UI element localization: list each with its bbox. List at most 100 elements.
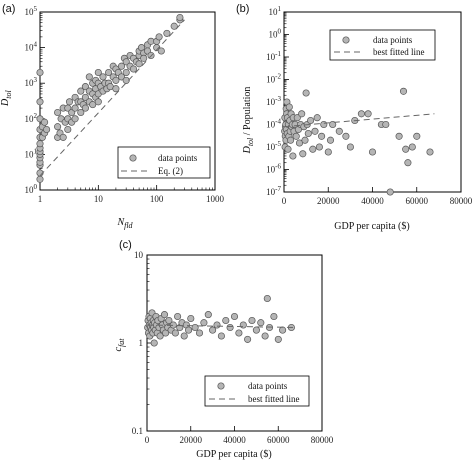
y-tick-label: 10-5 [266,140,281,152]
panel-c-fit-line [146,324,296,328]
data-point [301,136,309,144]
panel-a-legend: data points Eq. (2) [117,146,211,179]
data-point [404,159,412,167]
panel-b-ylabel-main: D [242,145,253,154]
data-point [346,143,354,151]
panel-c-legend-marker [217,382,225,390]
data-point [94,98,102,106]
data-point [335,127,343,135]
data-point [185,326,193,334]
data-point [122,58,130,66]
data-point [171,329,179,337]
data-point [287,136,295,144]
panel-c-legend: data points best fitted line [204,375,310,407]
panel-a-label: (a) [2,3,15,15]
panel-a-xlabel: Nfld [116,217,133,230]
data-point [195,329,204,337]
data-point [239,321,247,329]
panel-b-legend: data points best fitted line [329,29,436,61]
panel-c: (c) 0.1 1 10 0 20000 40000 60000 80000 cfat GD… [113,239,334,460]
data-point [295,139,304,147]
panel-b-label: (b) [236,3,249,15]
data-point [71,104,79,112]
y-tick-label: 105 [25,5,38,17]
x-tick-label: 20000 [180,435,203,445]
x-tick-label: 60000 [267,435,290,445]
panel-b-points [281,87,434,196]
y-tick-label: 10-6 [266,163,281,175]
y-tick-label: 101 [269,5,282,17]
data-point [326,136,335,144]
panel-a-legend-box [117,146,211,179]
x-tick-label: 1 [38,194,43,204]
data-point [200,319,208,327]
data-point [36,175,44,183]
data-point [187,314,195,323]
data-point [170,22,178,30]
data-point [252,326,260,334]
panel-b-ylabel-rest: / Population [242,87,253,138]
panel-b-legend-marker [342,36,350,44]
data-point [299,150,307,158]
data-point [386,188,394,196]
data-point [309,145,317,153]
data-point [357,110,365,118]
data-point [364,110,372,118]
panel-a-xlabel-sub: fld [124,221,133,230]
data-point [105,68,113,77]
data-point [213,321,221,329]
panel-c-x-ticks: 0 20000 40000 60000 80000 [145,426,334,445]
data-point [292,132,300,140]
data-point [261,332,269,340]
data-point [248,316,256,325]
data-point [180,332,188,340]
data-point [117,73,126,81]
data-point [112,76,120,84]
data-point [313,114,321,122]
data-point [209,326,217,334]
data-point [342,132,350,140]
panel-a-xlabel-main: N [116,217,125,228]
panel-c-xlabel: GDP per capita ($) [196,449,271,460]
data-point [156,332,164,340]
panel-c-ylabel-main: c [113,346,124,351]
data-point [204,311,212,319]
data-point [226,323,234,332]
data-point [402,145,410,153]
y-tick-label: 100 [269,28,282,40]
x-tick-label: 80000 [450,196,473,206]
data-point [315,143,323,151]
panel-a-ylabel-main: D [0,98,11,107]
data-point [160,311,169,319]
y-tick-label: 10-2 [266,73,281,85]
data-point [150,339,158,347]
panel-a: (a) 100 101 102 103 104 105 1 10 100 1000 Dtol N… [0,3,225,230]
x-tick-label: 40000 [223,435,246,445]
data-point [217,332,225,340]
data-point [222,316,230,325]
data-point [235,329,243,337]
panel-c-ylabel: cfat [113,338,126,352]
data-point [426,148,434,156]
data-point [324,148,332,156]
data-point [165,316,173,325]
y-tick-label: 103 [25,76,38,88]
panel-a-legend-points: data points [158,153,198,163]
panel-b-ylabel-sub: tol [246,137,255,146]
panel-c-y-ticks: 0.1 1 10 [132,250,152,436]
data-point [382,120,390,129]
x-tick-label: 1000 [206,194,225,204]
data-point [89,101,97,109]
panel-c-legend-fit: best fitted line [248,394,300,404]
y-tick-label: 10-7 [266,185,281,197]
data-point [395,132,403,140]
x-tick-label: 60000 [406,196,429,206]
y-tick-label: 10-3 [266,95,281,107]
panel-c-ylabel-sub: fat [117,338,126,347]
data-point [129,65,138,73]
data-point [81,93,89,101]
data-point [81,104,89,112]
data-point [54,108,62,117]
data-point [85,73,93,81]
